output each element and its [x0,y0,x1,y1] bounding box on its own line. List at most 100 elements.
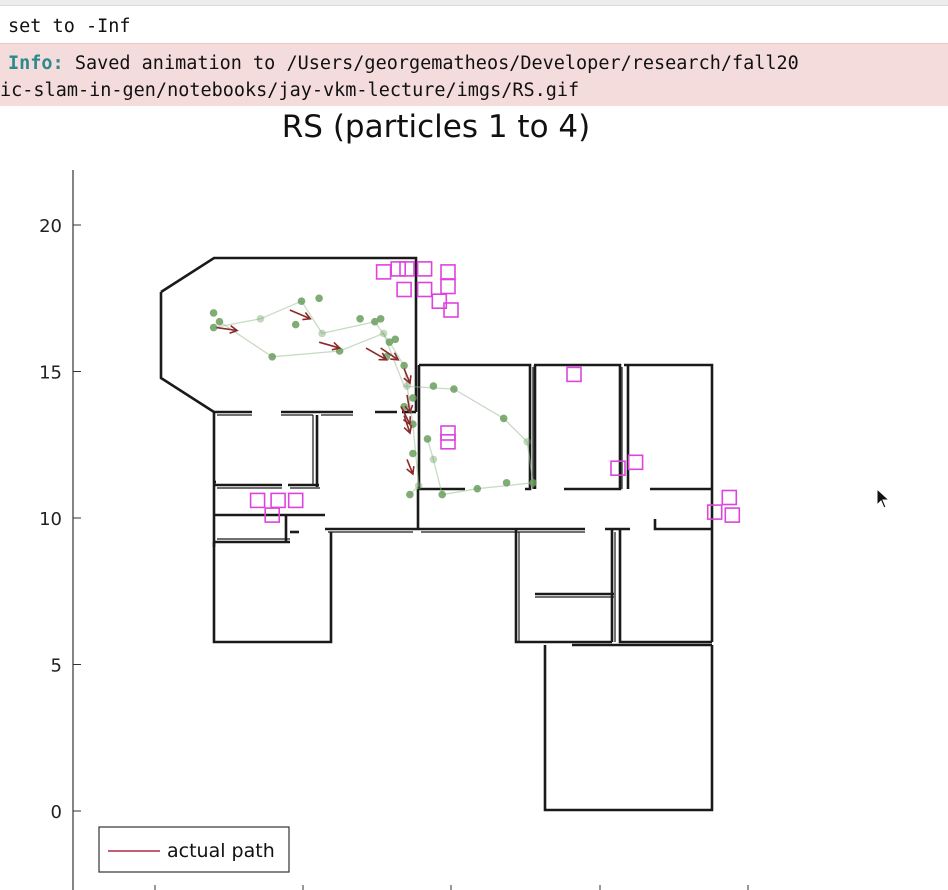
arrow-shaft [400,406,411,425]
landmark-marker [440,278,456,295]
particle-point [429,455,438,464]
arrow-head [229,325,239,335]
y-tick-label: 10 [39,509,62,530]
particle-point [414,482,423,490]
particle-point [502,479,511,487]
wall [419,363,532,491]
landmark-marker [375,264,392,280]
info-label: Info: [8,53,64,74]
wall [624,363,714,642]
particle-point [297,297,306,305]
mouse-pointer-icon [876,488,891,509]
landmark-marker [706,504,723,520]
landmark-marker [627,454,644,471]
particle-point [391,335,400,344]
wall [653,519,712,531]
wall [618,529,712,644]
floorplan-walls [159,256,714,812]
arrow-head [406,466,415,476]
wall [212,532,333,644]
landmark-marker [443,302,459,318]
landmark-marker [440,425,456,441]
arrow-head [403,425,413,435]
particle-point [209,309,218,317]
particle-point [356,315,364,323]
legend-label-actual-path: actual path [167,840,275,862]
particle-point [529,479,537,487]
landmark-marker [416,281,433,298]
y-tick-label: 0 [51,802,62,823]
landmarks [249,261,741,523]
cell-top-border [0,0,948,6]
y-tick-label: 5 [51,656,62,677]
particle-point [403,382,411,390]
floorplan-plot: RS (particles 1 to 4) 0 5 10 15 20 actual pa… [39,109,749,890]
y-tick-label: 20 [39,216,62,237]
particle-arrows [216,309,415,476]
particle-point [379,329,388,338]
landmark-marker [721,489,738,506]
particle-point [209,323,218,332]
arrow-head [390,352,400,361]
particle-paths [213,300,534,496]
output-text: set to -Inf [8,16,131,37]
particle-point [215,317,224,326]
info-text: Saved animation to /Users/georgematheos/… [63,53,799,74]
info-line-1: Info: Saved animation to /Users/georgema… [8,53,799,74]
particle-point [376,315,385,323]
particle-point [499,414,508,423]
landmark-marker [399,261,415,277]
landmark-marker [440,433,456,450]
landmark-marker [416,261,433,277]
arrow-head [302,311,312,321]
landmark-marker [440,264,456,280]
arrow-head [331,341,342,351]
particle-point [291,320,300,329]
landmark-marker [396,281,412,298]
wall [159,292,215,414]
particle-point [318,329,326,338]
arrow-shaft [406,459,414,475]
arrow-head [378,352,388,361]
landmark-marker [270,492,286,509]
wall [160,256,418,412]
landmark-marker [610,460,626,477]
landmark-marker [249,492,266,509]
landmark-marker [264,507,281,523]
wall [514,529,612,644]
particle-point [385,338,394,346]
particle-point [409,394,417,402]
particle-point [315,294,323,303]
arrow-shaft [406,394,411,413]
legend: actual path [98,826,290,873]
particle-point [523,438,531,446]
arrow-shaft [403,415,411,434]
particle-path [219,321,534,496]
particle-point [406,490,414,499]
particle-point [473,484,482,493]
arrow-head [404,404,414,415]
particle-point [371,317,379,326]
particle-point [400,361,408,370]
chart-title: RS (particles 1 to 4) [282,109,590,145]
wall [417,365,465,491]
landmark-marker [724,507,741,523]
particle-point [268,353,277,361]
particle-point [409,449,417,458]
particle-point [429,382,438,390]
info-line-2: ic-slam-in-gen/notebooks/jay-vkm-lecture… [0,80,580,101]
arrow-head [403,375,412,385]
landmark-marker [287,492,304,509]
y-tick-label: 15 [39,363,62,384]
axes: 0 5 10 15 20 [39,170,749,890]
arrow-shaft [365,347,387,361]
landmark-marker [390,261,407,277]
landmark-marker [566,366,582,383]
particle-point [438,490,447,499]
arrow-shaft [289,309,311,320]
particles [209,294,537,499]
arrow-shaft [380,347,399,361]
wall [543,645,714,812]
arrow-shaft [318,341,340,349]
particle-point [423,435,432,443]
